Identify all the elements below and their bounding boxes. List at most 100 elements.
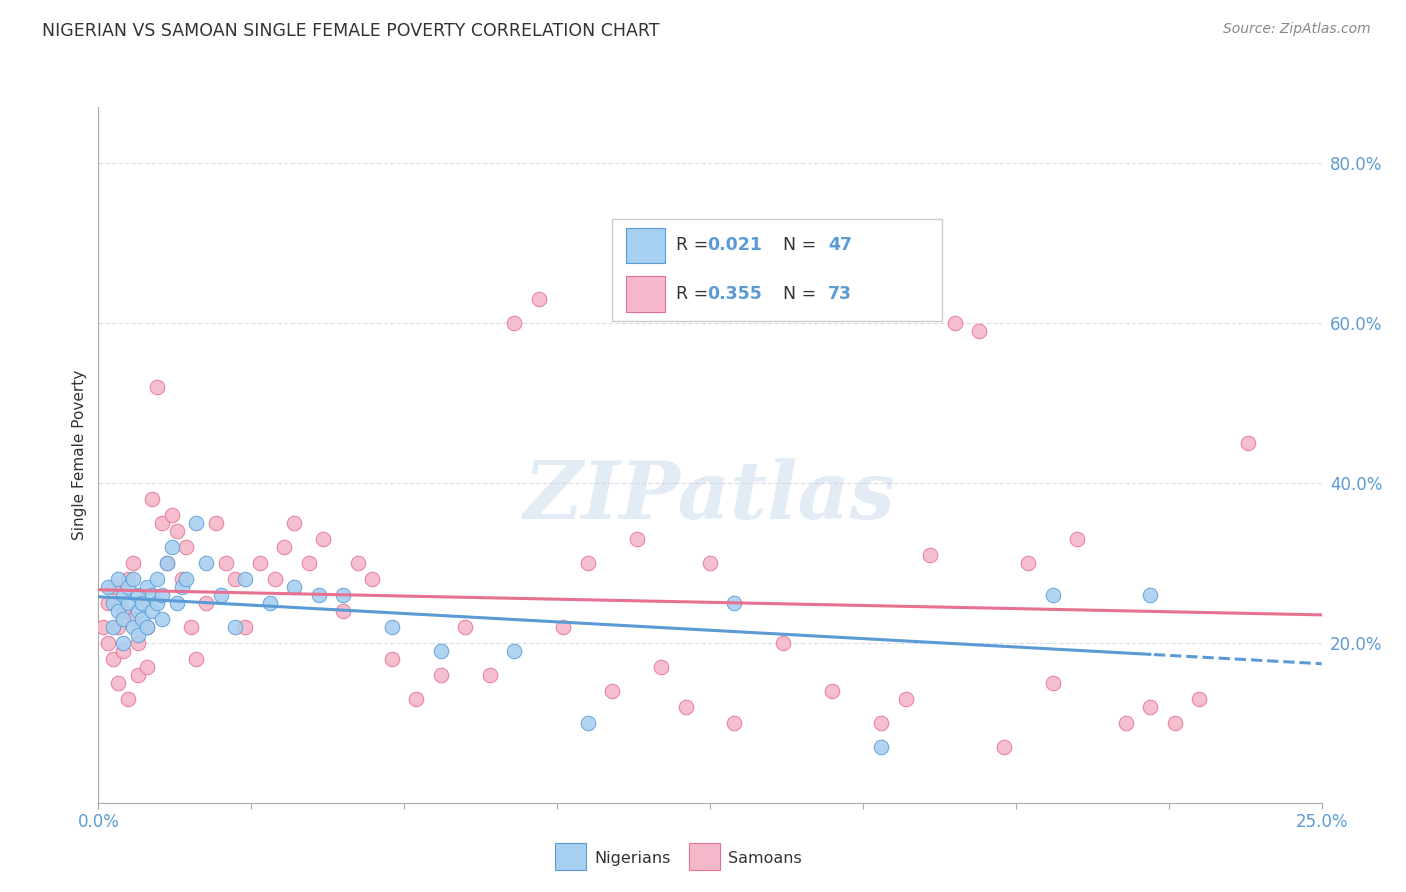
Point — [121, 620, 143, 634]
Point — [626, 532, 648, 546]
Point — [699, 556, 721, 570]
Point — [117, 691, 139, 706]
Text: 0.021: 0.021 — [707, 236, 762, 254]
Point — [101, 596, 124, 610]
Point — [381, 652, 404, 666]
Point — [870, 715, 893, 730]
Point — [141, 491, 163, 506]
Point — [136, 620, 159, 634]
Point — [146, 572, 169, 586]
Point — [1237, 436, 1260, 450]
Point — [233, 572, 256, 586]
Point — [127, 604, 149, 618]
Point — [121, 556, 143, 570]
Y-axis label: Single Female Poverty: Single Female Poverty — [72, 370, 87, 540]
Point — [121, 612, 143, 626]
Point — [91, 620, 114, 634]
Point — [576, 556, 599, 570]
Point — [141, 588, 163, 602]
Point — [166, 596, 188, 610]
Point — [1017, 556, 1039, 570]
Point — [111, 604, 134, 618]
Point — [97, 580, 120, 594]
Point — [553, 620, 575, 634]
Point — [870, 739, 893, 754]
Point — [150, 612, 173, 626]
Point — [1139, 699, 1161, 714]
Text: Nigerians: Nigerians — [595, 851, 671, 865]
Point — [107, 604, 129, 618]
Point — [233, 620, 256, 634]
Point — [127, 628, 149, 642]
Point — [332, 588, 354, 602]
Point — [131, 596, 153, 610]
Point — [273, 540, 295, 554]
Point — [993, 739, 1015, 754]
Point — [1139, 588, 1161, 602]
Point — [117, 572, 139, 586]
Point — [214, 556, 236, 570]
Point — [478, 668, 501, 682]
Point — [127, 636, 149, 650]
Point — [107, 620, 129, 634]
Text: NIGERIAN VS SAMOAN SINGLE FEMALE POVERTY CORRELATION CHART: NIGERIAN VS SAMOAN SINGLE FEMALE POVERTY… — [42, 22, 659, 40]
Point — [111, 588, 134, 602]
Point — [943, 316, 966, 330]
Point — [141, 604, 163, 618]
Point — [117, 596, 139, 610]
Point — [186, 516, 208, 530]
Point — [209, 588, 232, 602]
Point — [405, 691, 427, 706]
Point — [1164, 715, 1187, 730]
Point — [131, 596, 153, 610]
Point — [723, 596, 745, 610]
Point — [121, 572, 143, 586]
Point — [136, 620, 159, 634]
Point — [111, 644, 134, 658]
Point — [361, 572, 384, 586]
Point — [97, 596, 120, 610]
Text: N =: N = — [772, 285, 821, 302]
Point — [224, 572, 246, 586]
Point — [723, 715, 745, 730]
Point — [650, 660, 672, 674]
Point — [101, 580, 124, 594]
Point — [1042, 588, 1064, 602]
Point — [146, 380, 169, 394]
Point — [1115, 715, 1137, 730]
Text: 0.355: 0.355 — [707, 285, 762, 302]
Point — [166, 524, 188, 538]
Point — [1066, 532, 1088, 546]
Text: Samoans: Samoans — [728, 851, 801, 865]
Point — [127, 668, 149, 682]
Point — [170, 580, 193, 594]
Point — [176, 572, 198, 586]
Point — [127, 588, 149, 602]
Point — [1188, 691, 1211, 706]
Point — [160, 508, 183, 522]
Point — [675, 699, 697, 714]
Point — [1042, 676, 1064, 690]
Text: ZIPatlas: ZIPatlas — [524, 458, 896, 535]
Point — [136, 660, 159, 674]
Point — [576, 715, 599, 730]
Point — [195, 556, 218, 570]
Point — [111, 636, 134, 650]
Text: 73: 73 — [828, 285, 852, 302]
Point — [312, 532, 335, 546]
Point — [527, 292, 550, 306]
Point — [150, 588, 173, 602]
Point — [263, 572, 285, 586]
Point — [176, 540, 198, 554]
Point — [967, 324, 990, 338]
Point — [170, 572, 193, 586]
Point — [430, 668, 453, 682]
Point — [454, 620, 477, 634]
Point — [195, 596, 218, 610]
Point — [101, 652, 124, 666]
Point — [430, 644, 453, 658]
Point — [180, 620, 202, 634]
Point — [920, 548, 942, 562]
Point — [156, 556, 179, 570]
Point — [107, 572, 129, 586]
